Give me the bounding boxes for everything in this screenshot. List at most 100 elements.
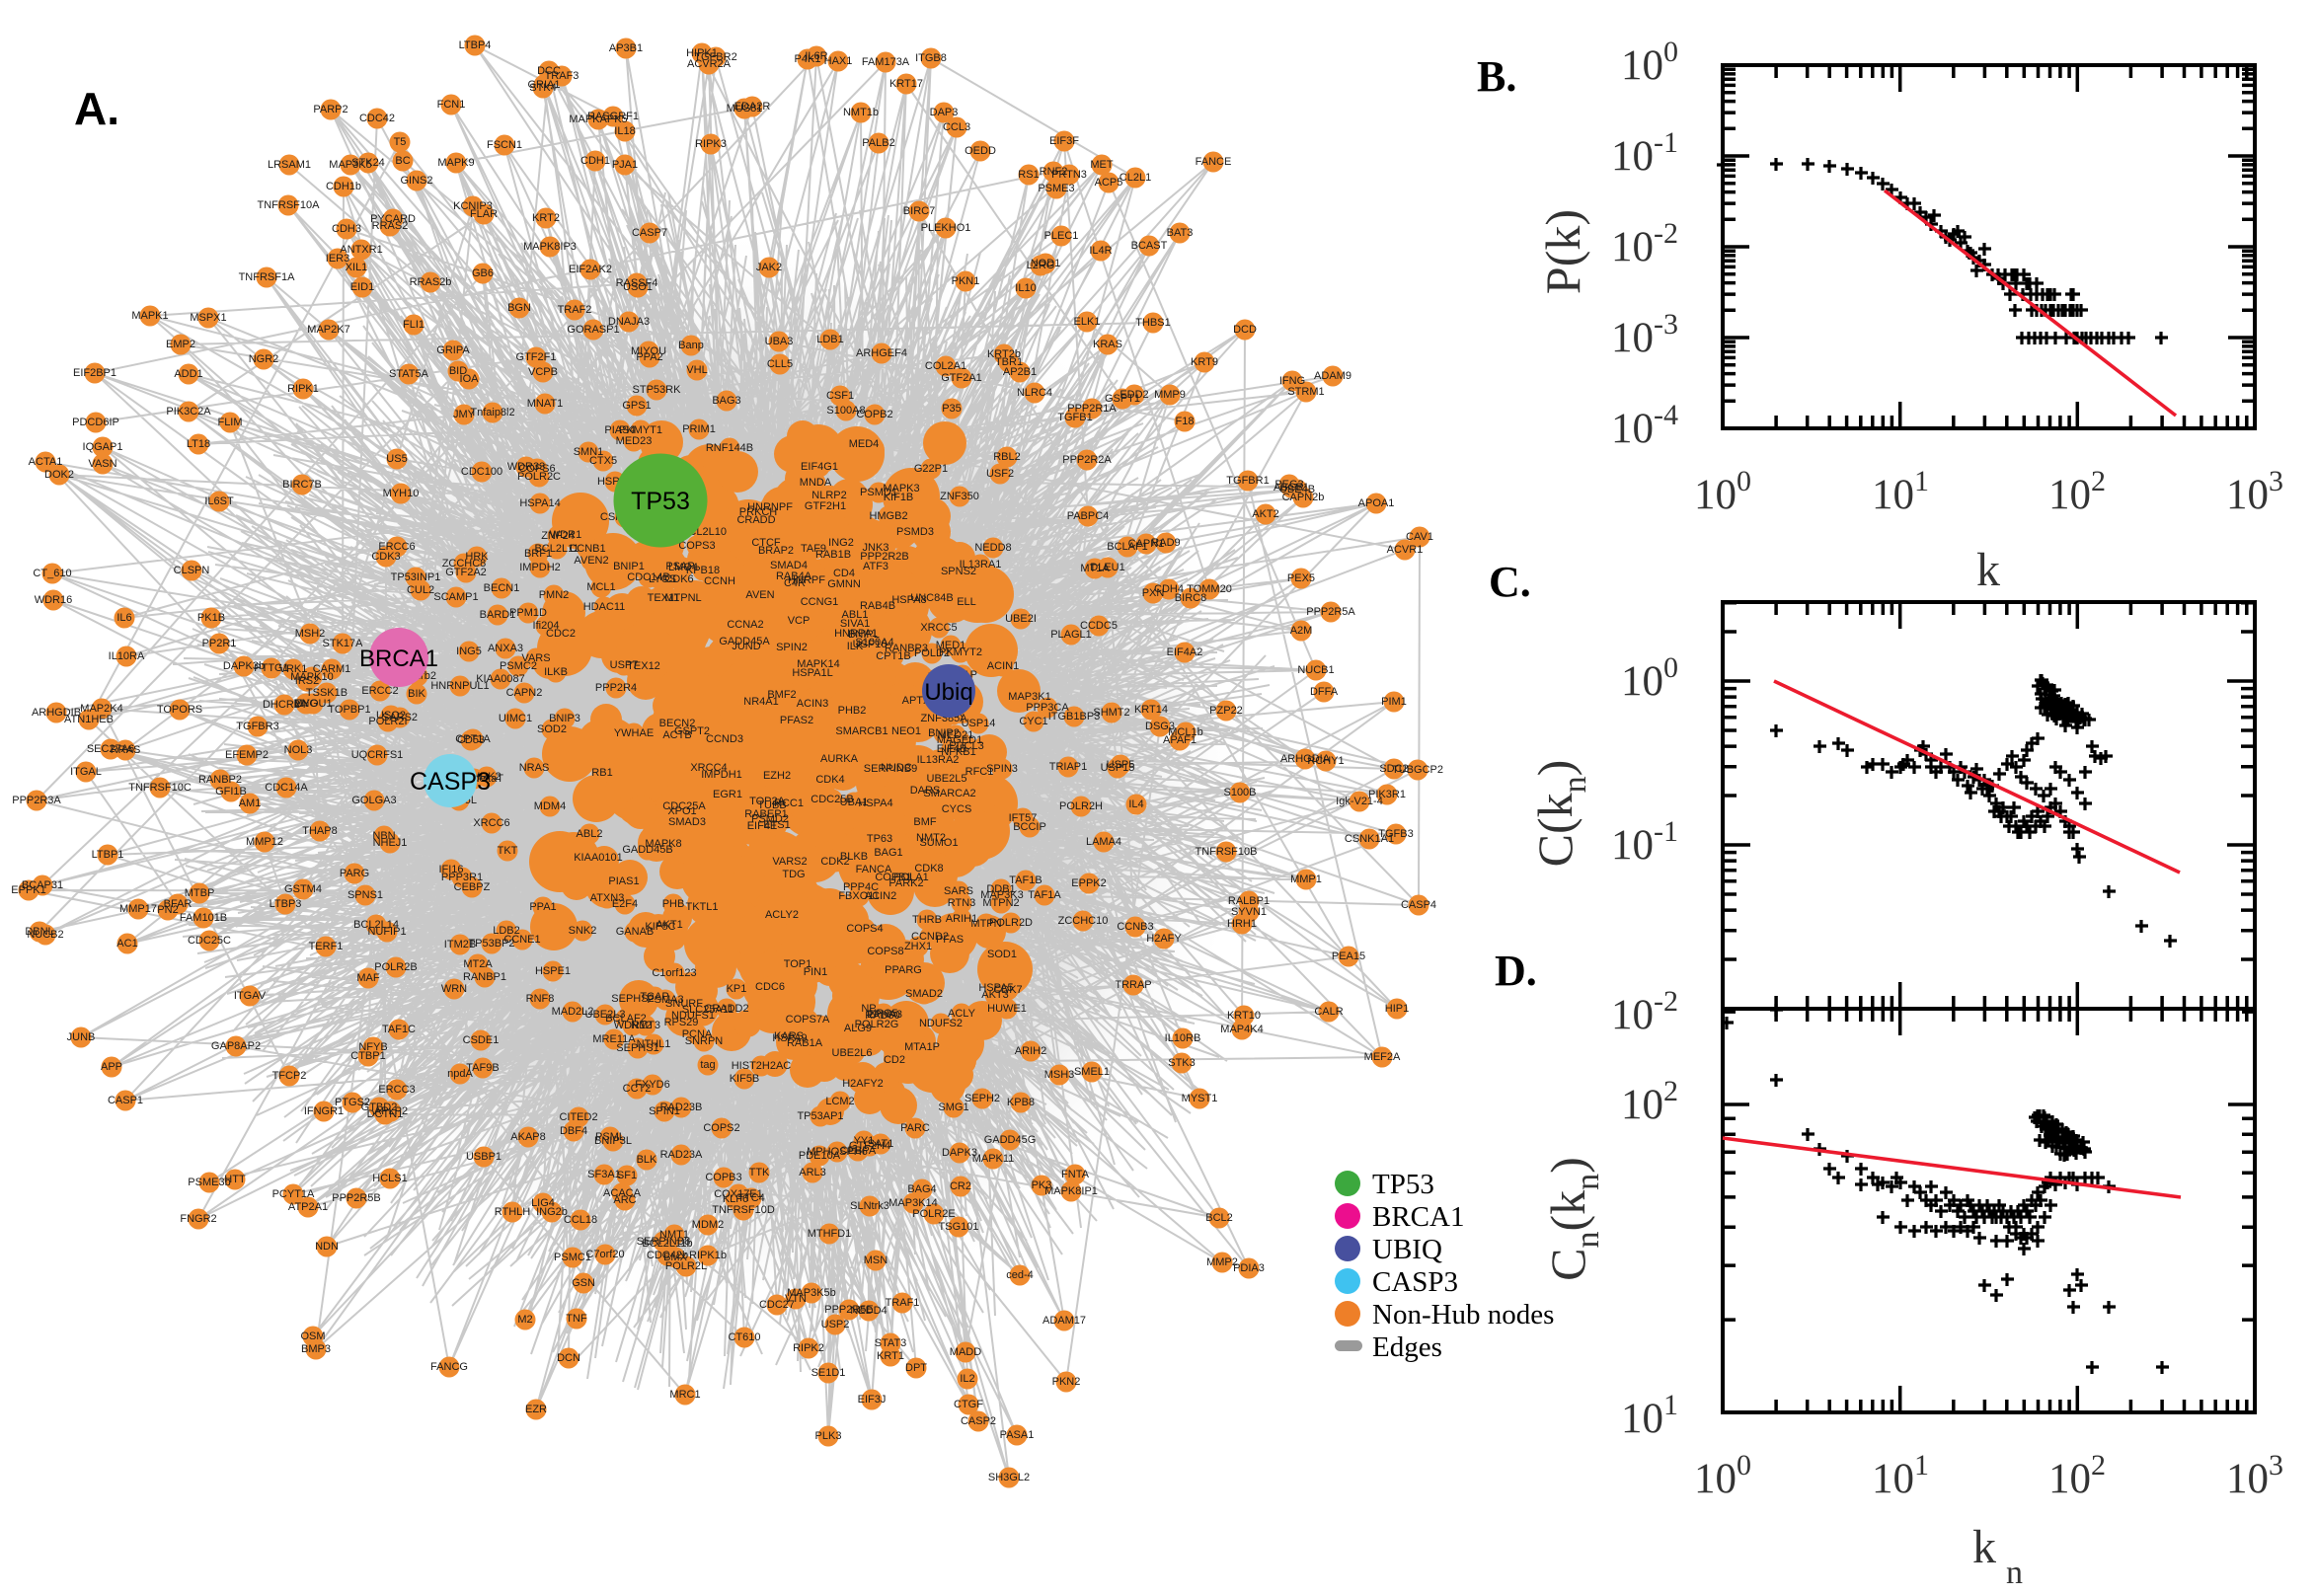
svg-text:CCNH: CCNH	[704, 575, 735, 587]
svg-text:KIF5C: KIF5C	[645, 921, 675, 933]
svg-text:C4R: C4R	[784, 577, 806, 589]
svg-text:RABEP1: RABEP1	[744, 808, 787, 820]
svg-text:COPS2: COPS2	[703, 1122, 739, 1134]
svg-text:C1orf123: C1orf123	[652, 967, 696, 979]
svg-text:HSPA14: HSPA14	[519, 497, 560, 509]
svg-text:SEPHS2: SEPHS2	[611, 993, 654, 1005]
svg-text:IL6R: IL6R	[805, 50, 827, 62]
svg-text:RIPK1: RIPK1	[287, 383, 319, 395]
svg-text:SOD2: SOD2	[537, 723, 567, 735]
svg-text:ACLY2: ACLY2	[765, 909, 799, 921]
svg-text:USP2: USP2	[821, 1319, 850, 1330]
svg-text:HRH1: HRH1	[1227, 918, 1257, 930]
svg-text:PFAS2: PFAS2	[780, 715, 813, 726]
svg-text:PPP2R3A: PPP2R3A	[12, 795, 61, 806]
svg-text:CDK8: CDK8	[914, 863, 943, 874]
svg-text:CSF1: CSF1	[826, 390, 854, 402]
svg-text:ING2b: ING2b	[536, 1206, 568, 1218]
svg-text:ITGAL: ITGAL	[70, 766, 102, 778]
svg-text:BAG3: BAG3	[712, 395, 740, 407]
svg-text:GTF2F1: GTF2F1	[516, 351, 557, 363]
svg-text:PKN2: PKN2	[1052, 1376, 1081, 1388]
svg-text:GPS1: GPS1	[622, 400, 651, 412]
svg-text:FNTA: FNTA	[1061, 1169, 1090, 1180]
svg-text:LAMA4: LAMA4	[1086, 836, 1121, 848]
svg-text:MSH3: MSH3	[1044, 1069, 1075, 1081]
svg-text:BECN1: BECN1	[484, 582, 520, 594]
svg-text:PDE10A: PDE10A	[799, 1150, 841, 1162]
svg-text:RANBP3: RANBP3	[885, 643, 928, 654]
svg-text:MSH2: MSH2	[295, 628, 326, 640]
svg-text:ZCCHC10: ZCCHC10	[1058, 915, 1109, 927]
svg-text:SNK2: SNK2	[569, 925, 597, 937]
svg-text:DAP3: DAP3	[930, 107, 959, 118]
svg-text:FLI1: FLI1	[403, 319, 425, 331]
svg-text:H2AFY2: H2AFY2	[842, 1078, 884, 1090]
svg-text:PMN2: PMN2	[539, 589, 570, 601]
svg-text:APLP2: APLP2	[374, 1105, 408, 1117]
svg-text:HDAC11: HDAC11	[583, 601, 626, 613]
svg-text:TSSK1B: TSSK1B	[306, 687, 347, 699]
svg-text:COPS4: COPS4	[846, 923, 883, 935]
svg-text:PK1B: PK1B	[197, 612, 225, 624]
svg-text:CEBPA: CEBPA	[840, 1145, 877, 1157]
svg-text:CDC6: CDC6	[755, 981, 785, 993]
svg-text:BRCA1: BRCA1	[359, 646, 438, 672]
svg-text:SE1D1: SE1D1	[811, 1367, 846, 1379]
svg-text:RANBP2: RANBP2	[198, 774, 242, 786]
svg-text:FLAR: FLAR	[470, 208, 498, 220]
svg-text:CCL18: CCL18	[564, 1214, 597, 1226]
svg-text:PP2R1: PP2R1	[202, 638, 237, 649]
svg-text:TUBGCP2: TUBGCP2	[1392, 764, 1443, 776]
svg-text:KRT9: KRT9	[1191, 356, 1218, 368]
svg-text:XRCC4: XRCC4	[690, 762, 727, 774]
svg-text:KARS: KARS	[774, 1030, 804, 1042]
svg-text:PDCD6IP: PDCD6IP	[72, 417, 119, 428]
svg-text:CCL3: CCL3	[943, 121, 970, 133]
svg-text:STRM1: STRM1	[1287, 386, 1324, 398]
svg-text:ARIH1: ARIH1	[946, 913, 977, 925]
svg-text:COPS3: COPS3	[678, 540, 715, 552]
svg-text:COL2A1: COL2A1	[925, 360, 966, 372]
svg-text:GRIPA: GRIPA	[436, 344, 470, 356]
svg-text:BC: BC	[395, 155, 410, 167]
svg-text:STAT5A: STAT5A	[389, 368, 429, 380]
svg-text:IL4R: IL4R	[1089, 245, 1112, 257]
svg-text:MRE11A: MRE11A	[592, 1033, 636, 1045]
svg-text:VARS2: VARS2	[772, 856, 807, 868]
svg-text:CASP3: CASP3	[1372, 1266, 1458, 1298]
svg-text:CDH3: CDH3	[332, 223, 361, 235]
svg-text:G22P1: G22P1	[914, 463, 948, 475]
svg-text:SMAD4: SMAD4	[770, 560, 808, 571]
svg-text:BRAP2: BRAP2	[758, 545, 794, 557]
svg-text:PIAS1: PIAS1	[608, 875, 639, 887]
svg-text:TRAF1: TRAF1	[886, 1297, 920, 1309]
svg-text:RTN3: RTN3	[948, 897, 976, 909]
svg-text:WDR16: WDR16	[35, 594, 73, 606]
svg-text:DAPK3b: DAPK3b	[223, 660, 265, 672]
svg-text:BIRC7B: BIRC7B	[282, 479, 322, 491]
svg-text:CCNB3: CCNB3	[1117, 921, 1153, 933]
svg-text:WRN: WRN	[441, 983, 467, 995]
svg-text:MMP1: MMP1	[1290, 874, 1322, 885]
svg-text:STK3: STK3	[1168, 1057, 1196, 1069]
svg-text:EPPK2: EPPK2	[1071, 877, 1106, 889]
svg-text:GFI1B: GFI1B	[215, 786, 247, 798]
svg-text:MAPK10: MAPK10	[290, 671, 333, 683]
svg-text:BRCA1: BRCA1	[1372, 1201, 1464, 1233]
svg-text:USP5: USP5	[1107, 759, 1135, 771]
svg-text:MMP17: MMP17	[119, 903, 157, 915]
svg-text:FAM101B: FAM101B	[180, 912, 227, 924]
svg-text:SPIN3: SPIN3	[986, 763, 1018, 775]
svg-text:FLIM: FLIM	[217, 417, 242, 428]
svg-text:PIK3C2A: PIK3C2A	[166, 406, 211, 418]
svg-text:MAPK1: MAPK1	[131, 310, 168, 322]
svg-text:GMNN: GMNN	[827, 578, 861, 590]
svg-text:FANCE: FANCE	[1196, 156, 1232, 168]
svg-text:GADD45B: GADD45B	[622, 844, 672, 856]
svg-text:ABL2: ABL2	[577, 828, 603, 840]
svg-text:COPS7A: COPS7A	[786, 1014, 830, 1026]
svg-text:STP53RK: STP53RK	[633, 384, 682, 396]
svg-text:PPP3R1: PPP3R1	[441, 872, 483, 883]
svg-text:SHMT2: SHMT2	[1093, 707, 1129, 719]
